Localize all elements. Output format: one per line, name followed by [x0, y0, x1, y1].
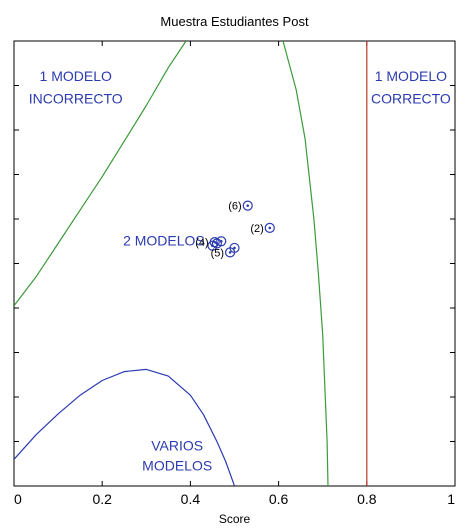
data-point: [207, 240, 218, 251]
x-axis-label: Score: [219, 512, 251, 526]
data-point-dot: [246, 204, 250, 207]
region-label: 1 MODELO: [40, 68, 112, 84]
data-point-label: (5): [211, 247, 224, 259]
series-group: [14, 41, 368, 486]
data-point-label: (2): [250, 223, 263, 235]
data-point-label: (4): [195, 237, 208, 249]
region-label: 2 MODELOS: [123, 233, 205, 249]
region-label: INCORRECTO: [29, 90, 123, 106]
data-point-marker: [224, 247, 236, 258]
series-line-1: [14, 41, 187, 307]
data-point-marker: [207, 240, 218, 251]
data-point-dot: [268, 226, 272, 230]
data-point-dot: [228, 251, 232, 254]
region-label: MODELOS: [142, 457, 212, 473]
x-tick-label: 0.6: [269, 491, 289, 507]
region-label: VARIOS: [151, 437, 203, 453]
data-point-label: (6): [228, 201, 241, 213]
x-tick-label: 0: [14, 491, 22, 507]
data-point: (5): [211, 247, 236, 259]
x-tick-label: 0.2: [92, 491, 112, 507]
data-point-dot: [233, 246, 236, 250]
plot-area: 0 0.2 0.4 0.6 0.8 1 1 MODELO INCORRECTO 1 MODELO…: [13, 40, 456, 507]
data-point: (2): [250, 222, 275, 235]
data-point: (6): [228, 200, 253, 213]
series-line-4: [14, 368, 236, 486]
region-label: 1 MODELO: [375, 68, 447, 84]
data-point-dot: [211, 244, 214, 247]
data-point-marker: [264, 222, 275, 233]
x-tick-label: 0.4: [181, 491, 201, 507]
data-point-marker: [242, 200, 253, 211]
chart-title: Muestra Estudiantes Post: [160, 14, 309, 29]
series-line-2: [282, 41, 329, 486]
x-tick-label: 1: [447, 491, 455, 507]
region-label: CORRECTO: [371, 90, 451, 106]
x-tick-label: 0.8: [357, 491, 377, 507]
